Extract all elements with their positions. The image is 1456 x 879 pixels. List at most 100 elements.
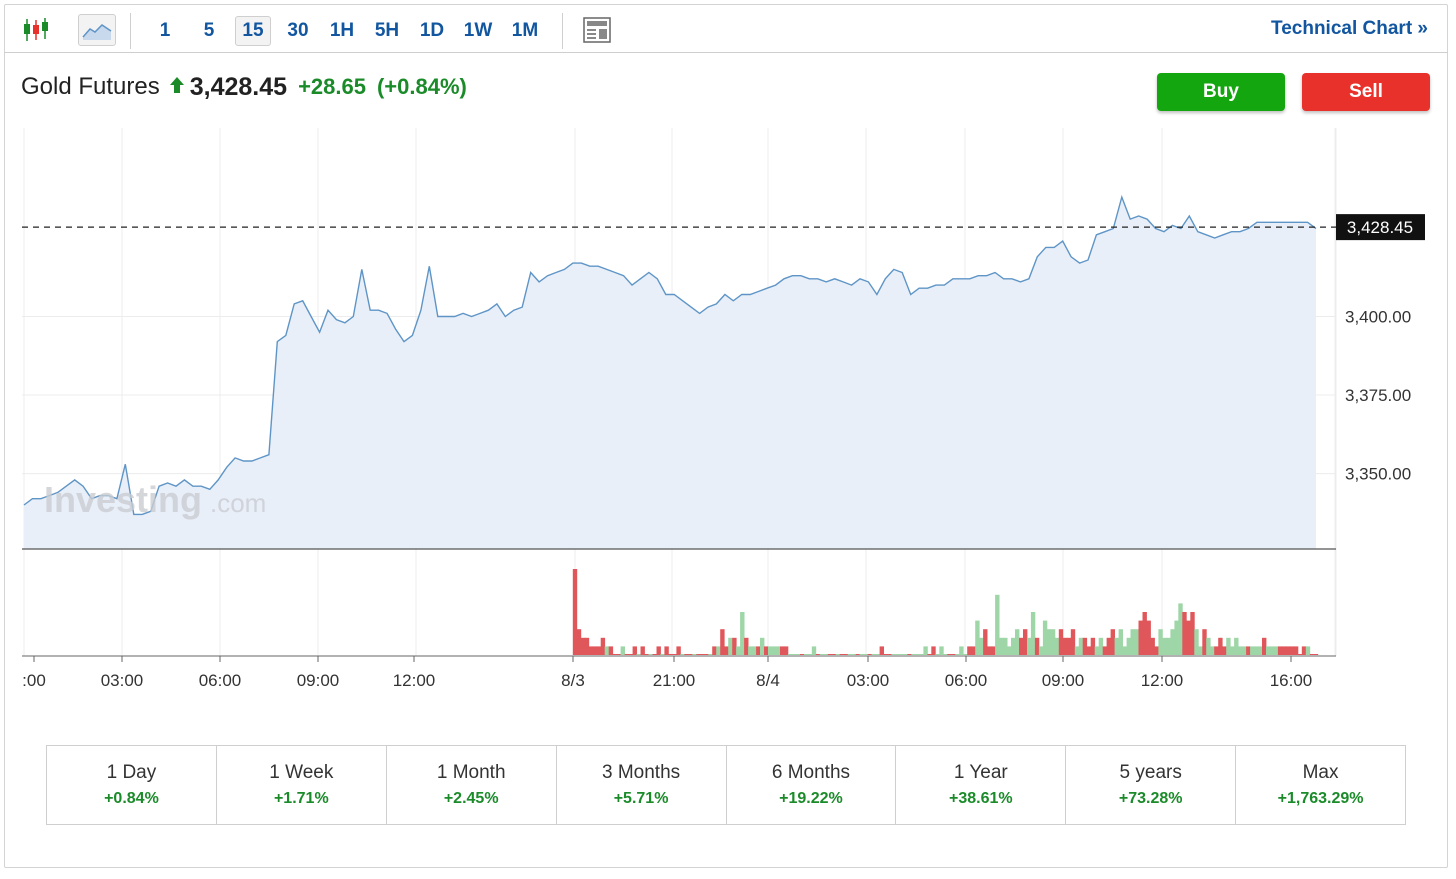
- volume-bar: [600, 637, 606, 655]
- volume-bar: [1011, 637, 1016, 655]
- volume-bar: [919, 654, 924, 655]
- instrument-header: Gold Futures 3,428.45 +28.65 (+0.84%): [21, 71, 467, 103]
- volume-bar: [1042, 620, 1048, 655]
- instrument-name: Gold Futures: [21, 73, 160, 100]
- volume-bar: [1234, 637, 1239, 655]
- volume-bar: [1003, 637, 1008, 655]
- volume-bar: [931, 646, 936, 655]
- volume-bar: [963, 654, 968, 655]
- candlestick-icon[interactable]: [18, 14, 54, 46]
- x-tick-label: 16:00: [1270, 671, 1313, 690]
- y-tick-label: 3,350.00: [1345, 465, 1411, 484]
- sell-button[interactable]: Sell: [1302, 73, 1430, 111]
- volume-bar: [576, 629, 582, 655]
- volume-bar: [1301, 646, 1307, 655]
- volume-bar: [783, 646, 789, 655]
- volume-bar: [700, 654, 705, 655]
- timeframe-1[interactable]: 1: [159, 20, 171, 41]
- volume-bar: [1034, 637, 1040, 655]
- volume-bar: [867, 654, 872, 655]
- volume-bar: [1023, 629, 1028, 655]
- volume-bar: [592, 646, 598, 655]
- timeframe-5[interactable]: 5: [203, 20, 215, 41]
- volume-bar: [1226, 637, 1231, 655]
- volume-bar: [1050, 629, 1056, 655]
- volume-bar: [728, 637, 733, 655]
- volume-bar: [708, 654, 713, 655]
- volume-bar: [1289, 646, 1295, 655]
- volume-bar: [995, 594, 1000, 655]
- volume-bar: [987, 646, 992, 655]
- volume-bar: [787, 654, 793, 655]
- volume-bar: [720, 629, 725, 655]
- x-tick-label: 09:00: [1042, 671, 1085, 690]
- volume-bar: [1238, 646, 1243, 655]
- volume-bar: [863, 654, 868, 655]
- period-5-years[interactable]: 5 years +73.28%: [1066, 746, 1237, 824]
- volume-bar: [815, 654, 821, 655]
- volume-bar: [927, 654, 932, 655]
- volume-bar: [1198, 646, 1203, 655]
- watermark-main: Investing: [44, 479, 202, 520]
- price-change-percent: (+0.84%): [376, 74, 467, 99]
- volume-bar: [979, 637, 984, 655]
- volume-bar: [1210, 646, 1215, 655]
- volume-bar: [1182, 612, 1187, 655]
- volume-bar: [1066, 637, 1072, 655]
- volume-bar: [604, 646, 610, 655]
- timeframe-1w[interactable]: 1W: [463, 20, 493, 41]
- volume-bar: [1122, 646, 1127, 655]
- timeframe-15[interactable]: 15: [235, 16, 271, 46]
- toolbar-separator: [562, 13, 563, 49]
- period-1-month[interactable]: 1 Month +2.45%: [387, 746, 557, 824]
- volume-bar: [1214, 646, 1219, 655]
- chart-toolbar: 1 5 15 30 1H 5H 1D 1W 1M Technical Chart…: [4, 4, 1448, 53]
- volume-bar: [1170, 629, 1175, 655]
- volume-bar: [1094, 646, 1100, 655]
- timeframe-1m[interactable]: 1M: [511, 20, 539, 41]
- timeframe-5h[interactable]: 5H: [374, 20, 400, 41]
- volume-bar: [588, 646, 594, 655]
- widget-frame: [4, 4, 1448, 868]
- volume-bar: [1102, 646, 1108, 655]
- technical-chart-link[interactable]: Technical Chart »: [1271, 18, 1428, 39]
- volume-bar: [859, 654, 864, 655]
- volume-bar: [664, 646, 669, 655]
- volume-bar: [1281, 646, 1287, 655]
- timeframe-1d[interactable]: 1D: [419, 20, 445, 41]
- buy-button[interactable]: Buy: [1157, 73, 1285, 111]
- volume-bar: [1150, 637, 1155, 655]
- period-1-week[interactable]: 1 Week +1.71%: [217, 746, 387, 824]
- volume-bar: [1270, 646, 1275, 655]
- volume-bar: [967, 646, 972, 655]
- volume-bar: [1138, 620, 1143, 655]
- period-6-months[interactable]: 6 Months +19.22%: [727, 746, 897, 824]
- volume-bar: [580, 637, 586, 655]
- period-max[interactable]: Max +1,763.29%: [1277, 762, 1364, 807]
- period-1-year[interactable]: 1 Year +38.61%: [896, 746, 1067, 824]
- volume-bar: [891, 654, 896, 655]
- volume-bar: [680, 654, 685, 655]
- volume-bar: [975, 620, 980, 655]
- volume-bar: [991, 646, 996, 655]
- period-3-months[interactable]: 3 Months +5.71%: [557, 746, 727, 824]
- volume-bar: [648, 654, 653, 655]
- timeframe-30[interactable]: 30: [287, 20, 309, 41]
- volume-bar: [760, 637, 765, 655]
- news-layout-icon[interactable]: [580, 14, 614, 46]
- price-chart[interactable]: Investing .com 3,428.45 3,400.00 3,375.00…: [0, 0, 1456, 740]
- volume-bar: [943, 654, 948, 655]
- volume-bar: [791, 654, 797, 655]
- volume-bar: [1142, 612, 1147, 655]
- volume-bar: [1266, 646, 1271, 655]
- volume-bar: [1305, 646, 1311, 655]
- volume-bar: [1019, 637, 1024, 655]
- x-tick-label: 06:00: [945, 671, 988, 690]
- timeframe-1h[interactable]: 1H: [329, 20, 355, 41]
- period-1-day[interactable]: 1 Day +0.84%: [47, 746, 217, 824]
- area-chart-icon[interactable]: [78, 14, 116, 46]
- volume-bar: [871, 654, 876, 655]
- volume-bar: [795, 654, 801, 655]
- volume-bar: [1274, 646, 1279, 655]
- volume-bar: [644, 654, 649, 655]
